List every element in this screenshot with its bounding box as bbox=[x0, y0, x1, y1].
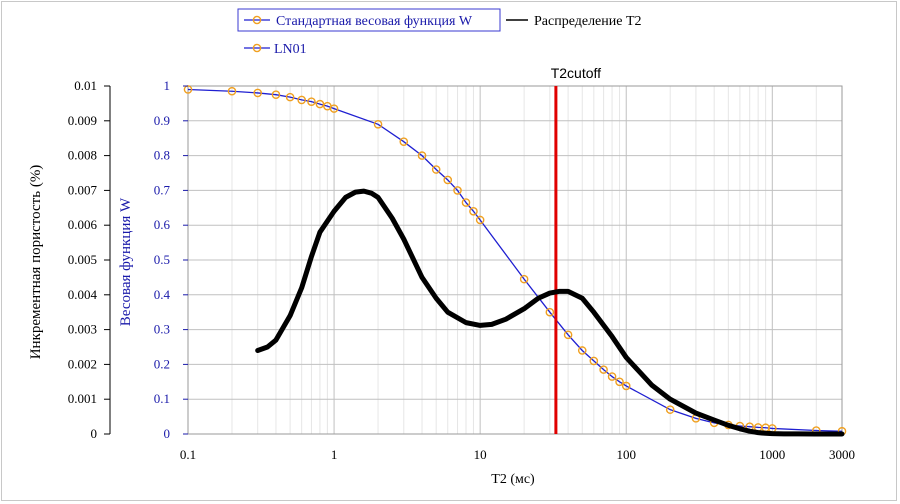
t2cutoff-label: T2cutoff bbox=[551, 65, 601, 81]
right-y-tick-label: 0.7 bbox=[154, 182, 171, 197]
x-tick-label: 100 bbox=[616, 447, 636, 462]
weight-function-marker bbox=[253, 88, 262, 98]
right-y-tick-label: 1 bbox=[164, 78, 171, 93]
left-y-axis: 0 0.001 0.002 0.003 0.004 0.005 0.006 0.007 0.00… bbox=[68, 78, 111, 441]
x-tick-label: 10 bbox=[474, 447, 487, 462]
left-y-tick-label: 0.008 bbox=[68, 148, 97, 163]
weight-function-marker bbox=[563, 330, 573, 340]
weight-function-marker bbox=[469, 206, 478, 216]
weight-function-marker bbox=[443, 175, 453, 185]
weight-function-marker bbox=[417, 151, 427, 160]
weight-function-marker bbox=[431, 165, 441, 174]
left-y-tick-label: 0.01 bbox=[74, 78, 97, 93]
weight-function-marker bbox=[307, 97, 316, 106]
left-y-axis-label: Инкрементная пористость (%) bbox=[28, 165, 44, 360]
right-y-tick-label: 0.5 bbox=[154, 252, 170, 267]
right-y-tick-label: 0 bbox=[164, 426, 171, 441]
weight-function-marker bbox=[665, 405, 675, 414]
left-y-tick-label: 0.005 bbox=[68, 252, 97, 267]
left-y-tick-label: 0.007 bbox=[68, 182, 98, 197]
legend-item-border bbox=[237, 8, 501, 32]
right-y-tick-label: 0.2 bbox=[154, 356, 170, 371]
right-y-tick-label: 0.9 bbox=[154, 113, 170, 128]
t2-distribution-line bbox=[255, 188, 845, 437]
weight-function-marker bbox=[271, 90, 281, 99]
weight-function-marker bbox=[607, 372, 617, 381]
right-y-tick-label: 0.3 bbox=[154, 322, 170, 337]
x-tick-label: 1000 bbox=[759, 447, 785, 462]
weight-function-marker bbox=[615, 377, 624, 387]
weight-function-marker bbox=[227, 86, 237, 96]
x-tick-label: 0.1 bbox=[180, 447, 196, 462]
plot-lines bbox=[183, 85, 847, 437]
weight-function-marker bbox=[621, 381, 631, 391]
right-y-axis: 0 0.1 0.2 0.3 0.4 0.5 0.6 0.7 0.8 0.9 1 bbox=[154, 78, 188, 441]
x-tick-label: 1 bbox=[331, 447, 338, 462]
weight-function-marker bbox=[589, 356, 599, 366]
left-y-tick-label: 0.006 bbox=[68, 217, 98, 232]
weight-function-marker bbox=[475, 215, 485, 225]
grid-major bbox=[187, 85, 843, 435]
legend-distribution-label: Распределение T2 bbox=[534, 14, 642, 29]
right-y-tick-label: 0.8 bbox=[154, 148, 170, 163]
left-y-tick-label: 0 bbox=[91, 426, 98, 441]
right-y-axis-label: Весовая функция W bbox=[118, 197, 134, 326]
legend-ln01-marker bbox=[252, 43, 262, 53]
x-tick-label: 3000 bbox=[829, 447, 855, 462]
legend: Стандартная весовая функция W Распределен… bbox=[237, 8, 642, 57]
weight-function-marker bbox=[329, 104, 339, 113]
left-y-tick-label: 0.001 bbox=[68, 391, 97, 406]
weight-function-marker bbox=[285, 92, 295, 102]
weight-function-marker bbox=[315, 99, 325, 109]
weight-function-marker bbox=[297, 95, 306, 105]
legend-ln01-label: LN01 bbox=[274, 42, 307, 57]
weight-function-marker bbox=[599, 365, 608, 374]
left-y-tick-label: 0.009 bbox=[68, 113, 97, 128]
legend-weight-label: Стандартная весовая функция W bbox=[276, 14, 473, 29]
weight-function-marker bbox=[453, 186, 462, 195]
right-y-tick-label: 0.6 bbox=[154, 217, 171, 232]
right-y-tick-label: 0.1 bbox=[154, 391, 170, 406]
left-y-tick-label: 0.002 bbox=[68, 356, 97, 371]
legend-weight-marker bbox=[252, 15, 262, 25]
x-axis: 0.1 1 10 100 1000 3000 bbox=[180, 447, 855, 462]
right-y-tick-label: 0.4 bbox=[154, 287, 171, 302]
weight-function-marker bbox=[545, 307, 555, 317]
weight-function-marker bbox=[577, 346, 587, 355]
left-y-tick-label: 0.003 bbox=[68, 322, 97, 337]
weight-function-marker bbox=[373, 119, 383, 129]
weight-function-marker bbox=[399, 137, 409, 146]
left-y-tick-label: 0.004 bbox=[68, 287, 98, 302]
weight-function-marker bbox=[461, 198, 471, 207]
x-axis-label: T2 (мс) bbox=[491, 472, 535, 487]
weight-function-marker bbox=[519, 274, 529, 284]
